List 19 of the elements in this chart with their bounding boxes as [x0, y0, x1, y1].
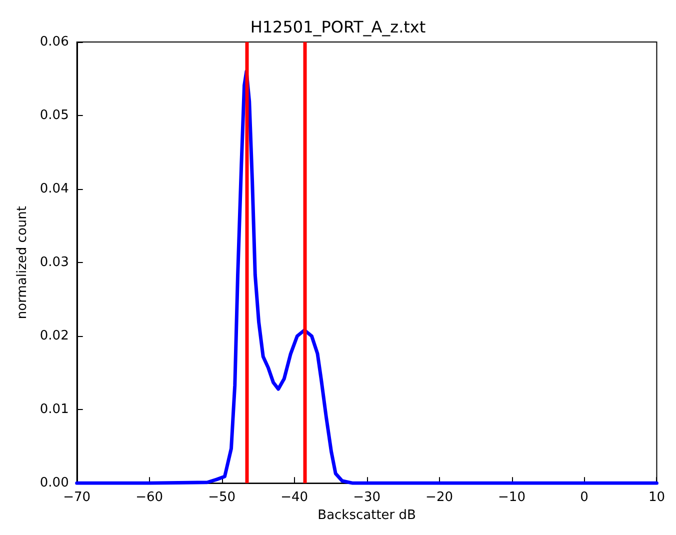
x-tick-label: −50 [208, 490, 236, 506]
x-tick-label: 0 [580, 490, 588, 506]
y-tick-label: 0.02 [40, 328, 69, 344]
x-axis-title: Backscatter dB [318, 508, 416, 523]
x-tick-label: 10 [648, 490, 665, 506]
y-tick-label: 0.06 [40, 34, 69, 50]
y-tick-label: 0.03 [40, 255, 69, 270]
x-tick-label: −70 [63, 490, 91, 506]
chart-title: H12501_PORT_A_z.txt [250, 18, 426, 36]
x-tick-label: −20 [426, 490, 453, 506]
y-axis-title: normalized count [15, 206, 30, 320]
y-tick-label: 0.01 [40, 402, 69, 418]
x-tick-label: −40 [280, 490, 308, 506]
y-tick-label: 0.04 [40, 182, 69, 197]
x-tick-label: −10 [498, 490, 526, 506]
x-tick-label: −30 [353, 490, 381, 506]
y-tick-label: 0.05 [40, 108, 69, 124]
y-tick-label: 0.00 [40, 476, 69, 491]
x-tick-label: −60 [136, 490, 164, 506]
